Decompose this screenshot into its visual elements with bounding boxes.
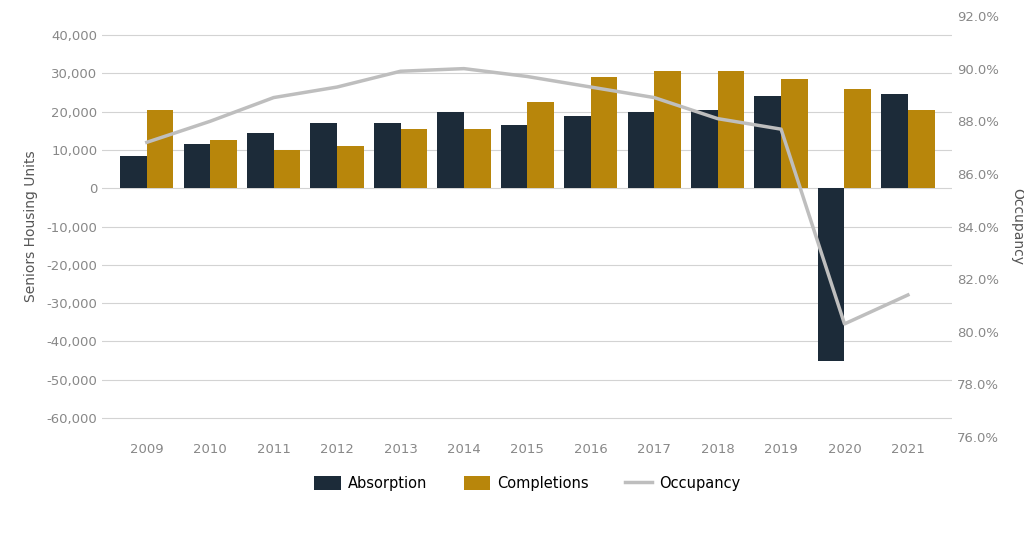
Occupancy (204, 118, 216, 124)
Bar (691, 110, 718, 188)
Occupancy (775, 126, 787, 132)
Occupancy (140, 139, 153, 146)
Occupancy (458, 66, 470, 72)
Occupancy (839, 321, 851, 327)
Bar (564, 116, 591, 188)
Bar (247, 133, 273, 188)
Bar (120, 156, 146, 188)
Line: Occupancy: Occupancy (146, 69, 908, 324)
Bar (628, 112, 654, 188)
Bar (183, 144, 210, 188)
Bar (527, 102, 554, 188)
Bar (464, 129, 490, 188)
Bar (501, 125, 527, 188)
Legend: Absorption, Completions, Occupancy: Absorption, Completions, Occupancy (308, 471, 746, 497)
Bar (273, 150, 300, 188)
Bar (654, 71, 681, 188)
Bar (400, 129, 427, 188)
Occupancy (648, 94, 660, 101)
Occupancy (521, 74, 534, 80)
Bar (591, 77, 617, 188)
Bar (310, 123, 337, 188)
Bar (781, 79, 808, 188)
Bar (882, 94, 908, 188)
Bar (210, 140, 237, 188)
Occupancy (267, 94, 280, 101)
Occupancy (331, 84, 343, 90)
Y-axis label: Seniors Housing Units: Seniors Housing Units (25, 151, 38, 302)
Bar (146, 110, 173, 188)
Bar (437, 112, 464, 188)
Bar (755, 96, 781, 188)
Occupancy (585, 84, 597, 90)
Bar (337, 146, 364, 188)
Y-axis label: Occupancy: Occupancy (1011, 188, 1024, 265)
Occupancy (712, 116, 724, 122)
Bar (718, 71, 744, 188)
Bar (374, 123, 400, 188)
Occupancy (902, 292, 914, 298)
Bar (845, 88, 871, 188)
Bar (818, 188, 845, 360)
Occupancy (394, 68, 407, 75)
Bar (908, 110, 935, 188)
